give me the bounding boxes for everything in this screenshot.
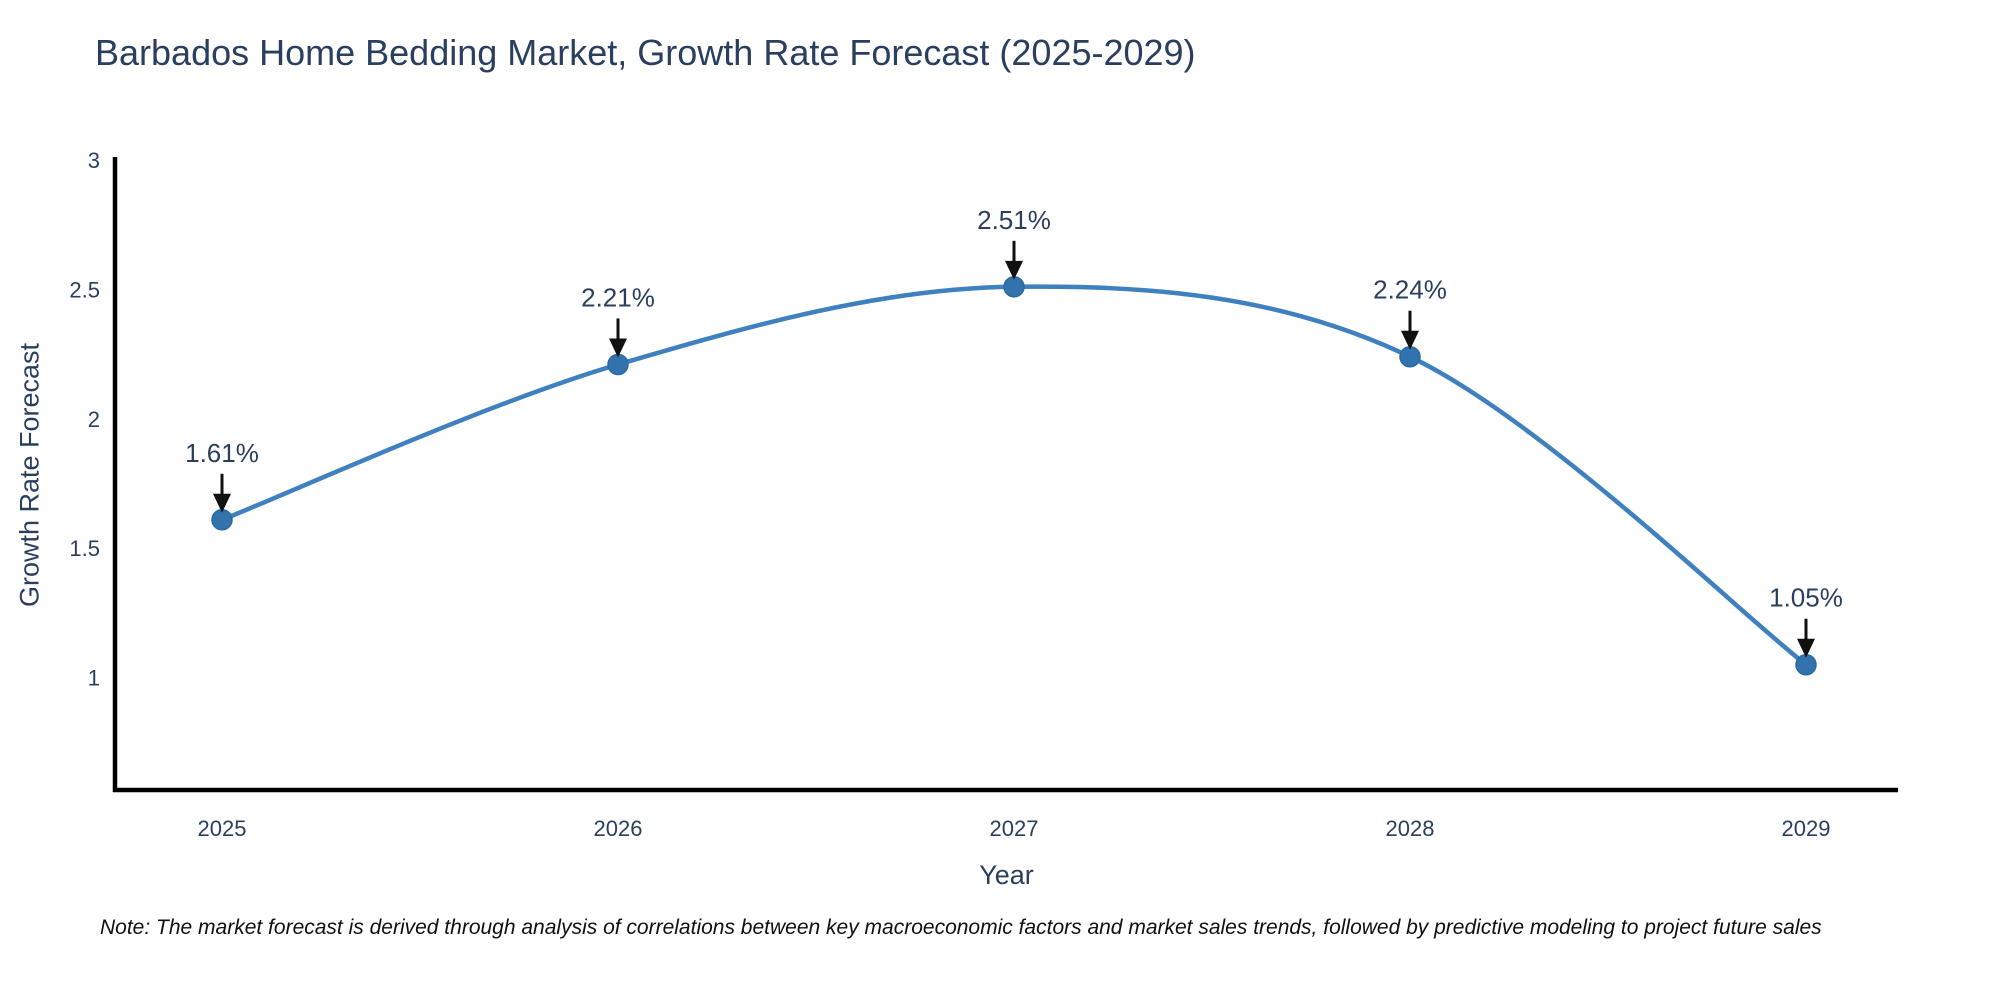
forecast-line — [219, 284, 1809, 667]
arrow-down-icon — [1401, 330, 1419, 350]
y-tick-label: 3 — [88, 148, 100, 173]
arrow-down-icon — [213, 493, 231, 513]
arrow-down-icon — [609, 338, 627, 358]
x-tick-label: 2025 — [198, 816, 247, 841]
chart-title: Barbados Home Bedding Market, Growth Rat… — [95, 32, 1196, 73]
x-axis-title: Year — [979, 860, 1034, 890]
x-tick-label: 2029 — [1782, 816, 1831, 841]
x-tick-label: 2028 — [1386, 816, 1435, 841]
data-point-label: 2.21% — [581, 282, 655, 312]
y-tick-label: 1.5 — [69, 536, 100, 561]
footnote: Note: The market forecast is derived thr… — [100, 916, 1822, 939]
x-tick-label: 2026 — [594, 816, 643, 841]
arrow-down-icon — [1005, 260, 1023, 280]
y-tick-label: 1 — [88, 666, 100, 691]
data-point-label: 2.51% — [977, 205, 1051, 235]
data-point-label: 1.61% — [185, 438, 259, 468]
y-tick-label: 2 — [88, 407, 100, 432]
arrow-down-icon — [1797, 638, 1815, 658]
data-point-label: 1.05% — [1769, 583, 1843, 613]
x-tick-label: 2027 — [990, 816, 1039, 841]
y-tick-label: 2.5 — [69, 277, 100, 302]
data-point-label: 2.24% — [1373, 275, 1447, 305]
